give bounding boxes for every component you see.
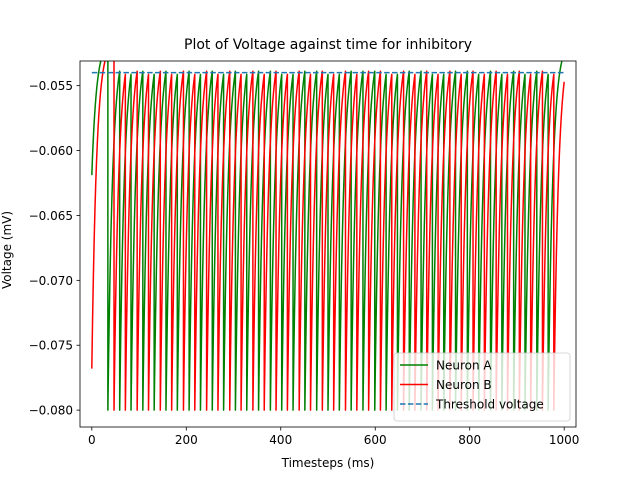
legend-label-threshold-voltage: Threshold voltage [435,398,544,412]
y-tick-label: −0.080 [29,404,73,418]
x-tick-label: 0 [88,433,96,447]
legend-label-neuron-b: Neuron B [436,378,492,392]
axes: 0 200 400 600 800 1000 −0.080 −0.075 −0.070 −0.06… [29,60,580,447]
legend-label-neuron-a: Neuron A [436,359,492,373]
y-tick-label: −0.055 [29,79,73,93]
x-tick-label: 1000 [549,433,580,447]
legend-box [393,352,571,422]
legend: Neuron A Neuron B Threshold voltage [393,352,571,422]
x-tick-label: 800 [458,433,481,447]
plot-area [91,61,565,411]
y-axis-label: Voltage (mV) [0,211,14,289]
y-tick-label: −0.070 [29,274,73,288]
y-tick-label: −0.060 [29,144,73,158]
chart-title: Plot of Voltage against time for inhibit… [184,37,472,53]
x-axis-label: Timesteps (ms) [281,456,375,470]
series-line-neuron-b [91,61,565,411]
series-line-neuron-a [91,61,563,411]
y-tick-label: −0.075 [29,339,73,353]
y-tick-label: −0.065 [29,209,73,223]
x-tick-label: 200 [175,433,198,447]
axes-frame [79,60,577,428]
x-tick-label: 400 [269,433,292,447]
x-tick-label: 600 [364,433,387,447]
